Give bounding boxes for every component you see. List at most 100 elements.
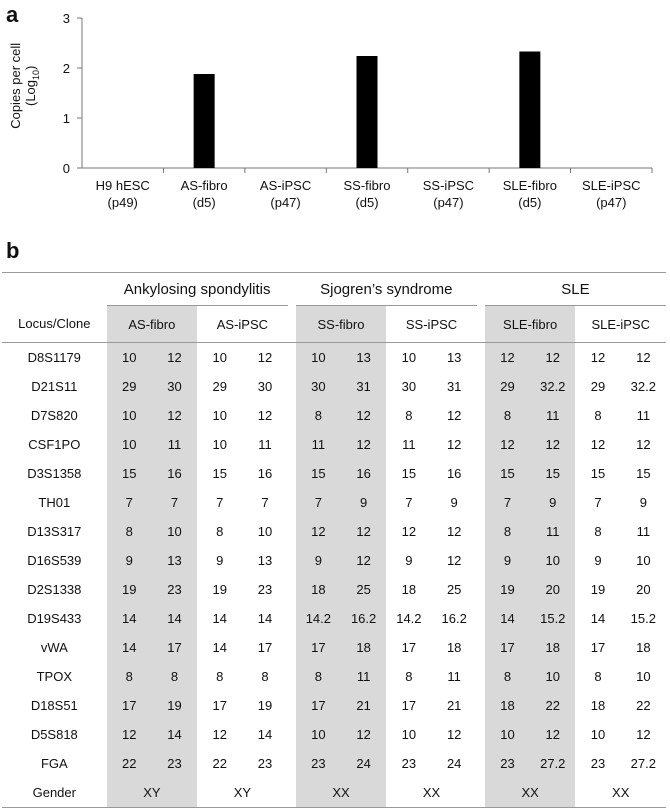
allele-value: 8 (405, 408, 413, 423)
allele-value: 15 (106, 459, 152, 488)
locus-name: CSF1PO (28, 437, 81, 452)
allele-value: 7 (261, 495, 269, 510)
table-row: CSF1PO 10 11 10 11 11 12 11 12 12 12 12 12 (2, 430, 666, 459)
allele-value: 14 (590, 611, 606, 626)
clone-header-row: Locus/Clone AS-fibro AS-iPSC SS-fibro SS… (2, 305, 666, 343)
allele-value: 12 (257, 408, 273, 423)
allele-value: 11 (402, 437, 416, 452)
allele-value: 13 (257, 553, 273, 568)
locus-name: D3S1358 (27, 466, 82, 481)
bar-chart: 0 1 2 3 H9 hESC (p49) AS-fibro (d5) AS-iPSC (p47)… (63, 11, 653, 210)
allele-value: 17 (401, 698, 417, 713)
table-row: D5S818 12 14 12 14 10 12 10 12 10 12 10 12 (2, 720, 666, 749)
clone-header-as-fibro: AS-fibro (106, 305, 198, 343)
allele-value: 10 (212, 437, 227, 452)
x-tick-label: H9 hESC (96, 178, 150, 193)
allele-value: 32.2 (630, 379, 656, 394)
allele-value: 10 (401, 727, 417, 742)
allele-value: 7 (295, 488, 341, 517)
panel-a-letter: a (6, 2, 19, 27)
allele-value: 22 (106, 749, 152, 778)
y-tick-label: 0 (63, 161, 70, 176)
allele-value: 20 (530, 575, 576, 604)
table-row: D18S51 17 19 17 19 17 21 17 21 18 22 18 22 (2, 691, 666, 720)
allele-value: 12 (257, 350, 273, 365)
allele-value: 8 (594, 408, 602, 423)
allele-value: 8 (106, 662, 152, 691)
gender-value: XY (197, 778, 288, 808)
allele-value: 12 (446, 727, 462, 742)
table-row: vWA 14 17 14 17 17 18 17 18 17 18 17 18 (2, 633, 666, 662)
x-tick-label: SLE-iPSC (582, 178, 641, 193)
bar (519, 51, 541, 168)
panel-b-letter: b (6, 238, 20, 263)
allele-value: 24 (446, 756, 462, 771)
group-header-sle: SLE (484, 272, 666, 306)
allele-value: 8 (216, 669, 224, 684)
allele-value: 10 (151, 517, 198, 546)
allele-value: 15 (590, 466, 606, 481)
allele-value: 8 (151, 662, 198, 691)
allele-value: 9 (340, 488, 387, 517)
allele-value: 14.2 (295, 604, 341, 633)
allele-value: 13 (340, 342, 387, 372)
table-row: D8S1179 10 12 10 12 10 13 10 13 12 12 12 12 (2, 342, 666, 372)
allele-value: 12 (446, 437, 462, 452)
allele-value: 19 (484, 575, 531, 604)
allele-value: 17 (212, 698, 227, 713)
allele-value: 29 (484, 372, 531, 401)
allele-value: 12 (446, 408, 462, 423)
x-tick-sublabel: (p49) (108, 195, 138, 210)
allele-value: 10 (590, 727, 606, 742)
allele-value: 23 (295, 749, 341, 778)
x-tick-label: SS-fibro (344, 178, 391, 193)
table-row: FGA 22 23 22 23 23 24 23 24 23 27.2 23 27.2 (2, 749, 666, 778)
allele-value: 12 (484, 430, 531, 459)
str-profile-table: Ankylosing spondylitis Sjogren’s syndrom… (2, 272, 666, 808)
allele-value: 17 (484, 633, 531, 662)
allele-value: 16.2 (340, 604, 387, 633)
allele-value: 23 (590, 756, 606, 771)
allele-value: 17 (295, 633, 341, 662)
allele-value: 10 (295, 342, 341, 372)
allele-value: 27.2 (630, 756, 656, 771)
allele-value: 9 (594, 553, 602, 568)
locus-name: D21S11 (31, 379, 78, 394)
allele-value: 21 (446, 698, 462, 713)
allele-value: 12 (340, 401, 387, 430)
locus-name: FGA (40, 756, 68, 771)
allele-value: 8 (216, 524, 224, 539)
allele-value: 12 (636, 437, 651, 452)
table-row: D7S820 10 12 10 12 8 12 8 12 8 11 8 11 (2, 401, 666, 430)
allele-value: 10 (295, 720, 341, 749)
allele-value: 30 (257, 379, 273, 394)
allele-value: 10 (212, 408, 227, 423)
allele-value: 10 (257, 524, 273, 539)
clone-header-ss-ipsc: SS-iPSC (386, 305, 477, 343)
x-tick-label: SLE-fibro (503, 178, 557, 193)
allele-value: 10 (106, 401, 152, 430)
allele-value: 14 (106, 633, 152, 662)
table-row: D19S433 14 14 14 14 14.2 16.2 14.2 16.2 14 15.2 14 1… (2, 604, 666, 633)
y-axis-label-line2-suffix: ) (23, 65, 39, 70)
allele-value: 19 (106, 575, 152, 604)
allele-value: 16 (151, 459, 198, 488)
allele-value: 11 (151, 430, 198, 459)
allele-value: 12 (295, 517, 341, 546)
allele-value: 18 (530, 633, 576, 662)
allele-value: 13 (446, 350, 462, 365)
allele-value: 11 (295, 430, 341, 459)
x-tick-sublabel: (p47) (596, 195, 626, 210)
allele-value: 25 (340, 575, 387, 604)
allele-value: 12 (151, 342, 198, 372)
allele-value: 19 (212, 582, 227, 597)
allele-value: 23 (151, 575, 198, 604)
locus-name: D16S539 (27, 553, 82, 568)
y-axis-label-subscript: 10 (30, 69, 41, 80)
group-header-row: Ankylosing spondylitis Sjogren’s syndrom… (2, 272, 666, 306)
allele-value: 12 (446, 553, 462, 568)
allele-value: 10 (636, 553, 651, 568)
allele-value: 12 (530, 430, 576, 459)
allele-value: 9 (106, 546, 152, 575)
allele-value: 17 (106, 691, 152, 720)
